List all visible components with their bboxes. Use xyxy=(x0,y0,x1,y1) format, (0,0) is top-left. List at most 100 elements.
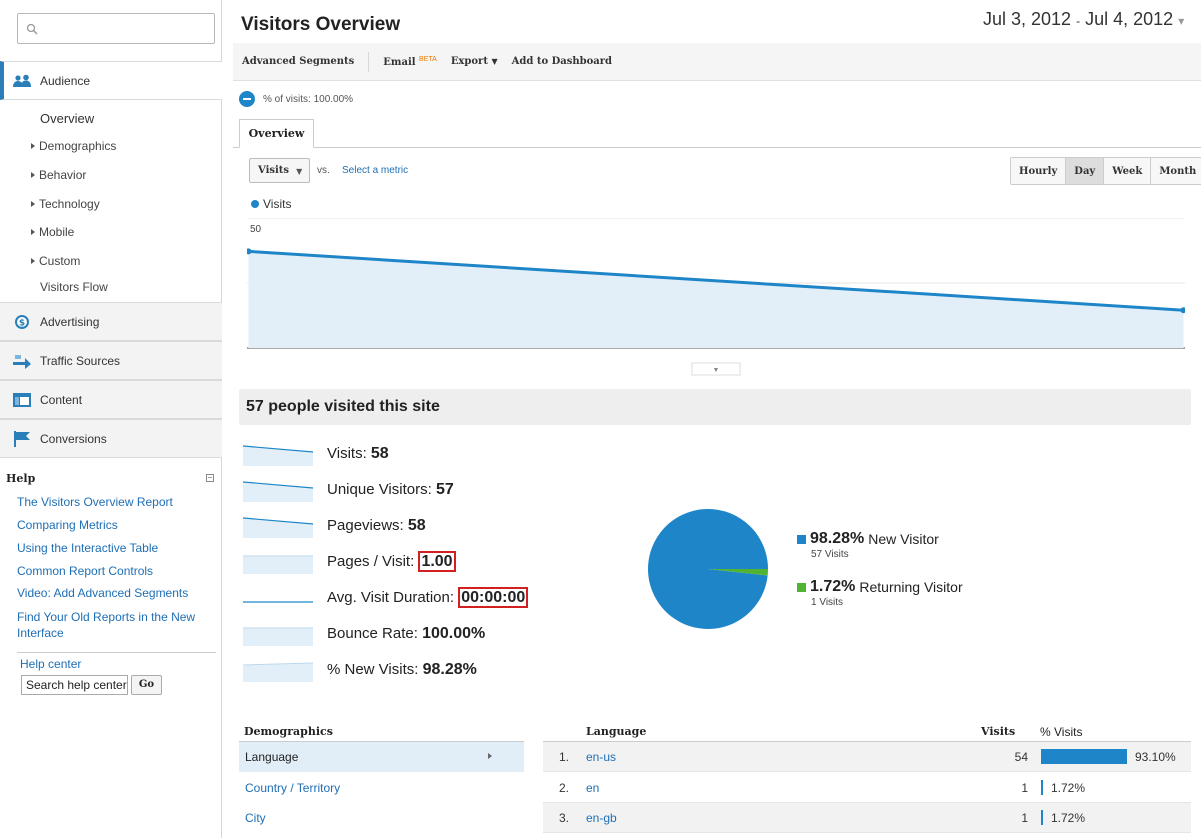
export-label: Export xyxy=(450,56,488,67)
column-header[interactable]: Language xyxy=(586,725,647,738)
sidebar-item-overview[interactable]: Overview xyxy=(40,111,220,126)
sparkline xyxy=(243,662,313,682)
help-center-link[interactable]: Help center xyxy=(20,657,82,671)
column-header[interactable]: Visits xyxy=(981,725,1016,738)
segment-text: % of visits: 100.00% xyxy=(263,93,354,105)
page-title: Visitors Overview xyxy=(241,14,401,35)
nav-traffic-sources-label: Traffic Sources xyxy=(40,353,121,368)
sidebar-item-label: Custom xyxy=(39,254,81,268)
segment-indicator[interactable]: % of visits: 100.00% xyxy=(239,91,353,107)
demographics-item-country[interactable]: Country / Territory xyxy=(239,773,524,803)
granularity-toggle: Hourly Day Week Month xyxy=(1010,157,1201,185)
demographics-item-label: Country / Territory xyxy=(245,781,341,795)
pct-value: 1.72% xyxy=(1051,811,1086,825)
pie-slice-returning-visitor[interactable] xyxy=(708,569,768,576)
help-link[interactable]: Common Report Controls xyxy=(17,564,154,578)
sidebar-item-visitors-flow[interactable]: Visitors Flow xyxy=(40,280,220,294)
add-to-dashboard-button[interactable]: Add to Dashboard xyxy=(511,56,613,67)
sidebar-search-input[interactable] xyxy=(17,13,215,44)
sidebar-item-technology[interactable]: Technology xyxy=(31,197,211,211)
visitor-type-pie[interactable] xyxy=(647,508,769,630)
table-row: 3. en-gb 1 1.72% xyxy=(543,803,1191,833)
sidebar-item-label: Demographics xyxy=(39,139,117,153)
visits-value: 1 xyxy=(1021,811,1028,825)
help-link[interactable]: Using the Interactive Table xyxy=(17,541,159,555)
language-link[interactable]: en-gb xyxy=(586,811,617,825)
sidebar-item-custom[interactable]: Custom xyxy=(31,254,211,268)
help-link[interactable]: Video: Add Advanced Segments xyxy=(17,586,189,600)
sidebar-item-behavior[interactable]: Behavior xyxy=(31,168,211,182)
help-go-button[interactable]: Go xyxy=(131,675,162,695)
help-link[interactable]: Comparing Metrics xyxy=(17,518,118,532)
vs-label: vs. xyxy=(317,165,330,176)
data-point[interactable] xyxy=(1180,307,1186,314)
nav-content[interactable]: Content xyxy=(0,380,222,419)
legend-pct: 98.28% xyxy=(810,530,865,547)
expand-triangle-icon xyxy=(31,229,35,235)
metric-value: 58 xyxy=(407,517,426,534)
sidebar-item-label: Behavior xyxy=(39,168,87,182)
expand-triangle-icon xyxy=(31,201,35,207)
sidebar-item-label: Technology xyxy=(39,197,100,211)
area-fill xyxy=(248,251,1184,348)
sidebar-item-demographics[interactable]: Demographics xyxy=(31,139,211,153)
content-icon xyxy=(12,392,32,408)
pct-bar xyxy=(1041,810,1043,825)
nav-traffic-sources[interactable]: Traffic Sources xyxy=(0,341,222,380)
toolbar: Advanced Segments Email BETA Export ▼ Ad… xyxy=(233,43,1201,81)
expand-triangle-icon xyxy=(31,172,35,178)
demographics-header: Demographics xyxy=(244,725,333,738)
nav-audience-label: Audience xyxy=(40,73,91,88)
language-link[interactable]: en xyxy=(586,781,600,795)
column-header[interactable]: % Visits xyxy=(1040,725,1083,739)
pie-slice-new-visitor[interactable] xyxy=(648,508,768,629)
sidebar-item-label: Mobile xyxy=(39,225,75,239)
data-point[interactable] xyxy=(247,248,252,255)
row-rank: 2. xyxy=(559,781,570,795)
help-link[interactable]: The Visitors Overview Report xyxy=(17,495,173,509)
nav-audience[interactable]: Audience xyxy=(0,61,222,100)
hourly-button[interactable]: Hourly xyxy=(1011,158,1066,184)
demographics-item-language[interactable]: Language xyxy=(239,742,524,772)
help-link[interactable]: Find Your Old Reports in the New Interfa… xyxy=(17,610,196,640)
chevron-right-icon xyxy=(488,753,492,759)
month-button[interactable]: Month xyxy=(1150,158,1201,184)
metric-visits: Visits: 58 xyxy=(243,440,573,470)
demographics-item-label: City xyxy=(245,811,266,825)
date-separator: - xyxy=(1076,14,1081,28)
collapse-icon[interactable]: − xyxy=(206,473,214,482)
summary-headline: 57 people visited this site xyxy=(239,389,1191,425)
date-range-picker[interactable]: Jul 3, 2012 - Jul 4, 2012 ▾ xyxy=(983,9,1184,30)
nav-content-label: Content xyxy=(40,392,83,407)
sidebar-item-mobile[interactable]: Mobile xyxy=(31,225,211,239)
visits-chart[interactable]: 50 25 ▼ xyxy=(247,218,1185,378)
email-label: Email xyxy=(383,56,416,68)
tab-divider xyxy=(233,147,1201,148)
row-rank: 1. xyxy=(559,750,570,764)
metric-select[interactable]: Visits ▼ xyxy=(249,158,310,183)
chart-expand-handle[interactable] xyxy=(691,362,741,376)
help-search-input[interactable]: Search help center xyxy=(21,675,128,695)
metric-label: Pages / Visit: xyxy=(327,553,419,570)
metric-label: Bounce Rate: xyxy=(327,625,423,642)
select-metric-link[interactable]: Select a metric xyxy=(342,165,409,176)
legend-swatch xyxy=(797,534,806,544)
export-button[interactable]: Export ▼ xyxy=(451,56,498,67)
demographics-item-label: Language xyxy=(245,750,299,764)
legend-dot xyxy=(251,200,259,208)
legend-label: Visits xyxy=(263,197,292,211)
chevron-down-icon: ▼ xyxy=(491,56,498,66)
metric-pageviews: Pageviews: 58 xyxy=(243,512,573,542)
day-button[interactable]: Day xyxy=(1065,158,1104,184)
row-rank: 3. xyxy=(559,811,570,825)
tab-overview[interactable]: Overview xyxy=(239,119,314,148)
nav-conversions[interactable]: Conversions xyxy=(0,419,222,458)
advanced-segments-button[interactable]: Advanced Segments xyxy=(242,56,355,67)
email-button[interactable]: Email BETA xyxy=(383,56,437,68)
language-link[interactable]: en-us xyxy=(586,750,617,764)
demographics-item-city[interactable]: City xyxy=(239,803,524,833)
week-button[interactable]: Week xyxy=(1103,158,1151,184)
legend-swatch xyxy=(797,582,806,592)
nav-advertising[interactable]: $ Advertising xyxy=(0,302,222,341)
divider xyxy=(543,741,1191,742)
